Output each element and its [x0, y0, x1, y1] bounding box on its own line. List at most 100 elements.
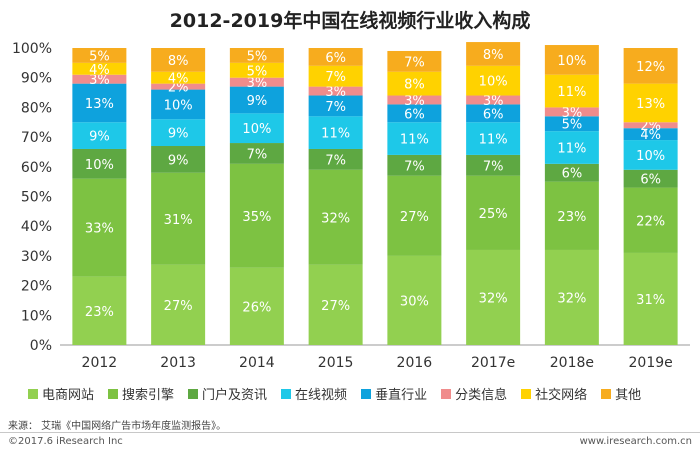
bar-segment [623, 83, 678, 123]
bar-segment [387, 175, 442, 256]
bar-segment [623, 48, 678, 84]
x-tick-label: 2019e [629, 355, 673, 371]
data-label: 3% [325, 85, 346, 100]
y-tick-label: 20% [21, 279, 52, 295]
bar-segment [72, 122, 127, 149]
bar-segment [544, 74, 599, 108]
data-label: 22% [636, 214, 665, 229]
data-label: 10% [636, 149, 665, 164]
bar-segment [72, 83, 127, 123]
data-label: 32% [321, 211, 350, 226]
bar-segment [466, 122, 521, 155]
bar-segment [229, 267, 284, 345]
data-label: 26% [242, 300, 271, 315]
data-label: 10% [85, 158, 114, 173]
data-label: 7% [483, 159, 504, 174]
legend-swatch [281, 388, 292, 399]
data-label: 9% [247, 94, 268, 109]
legend-item: 电商网站 [28, 384, 94, 403]
bar-segment [544, 45, 599, 75]
bar-segment [308, 65, 363, 87]
data-label: 32% [479, 291, 508, 306]
bar-segment [387, 154, 442, 176]
legend-swatch [108, 388, 119, 399]
bar-segment [229, 143, 284, 164]
legend-item: 其他 [601, 384, 641, 403]
bar-segment [151, 48, 206, 72]
legend-item: 搜索引擎 [108, 384, 174, 403]
data-label: 25% [479, 207, 508, 222]
data-label: 4% [168, 72, 189, 87]
bar-segment [466, 154, 521, 176]
legend-swatch [601, 388, 612, 399]
data-label: 5% [247, 64, 268, 79]
data-label: 33% [85, 222, 114, 237]
data-label: 11% [479, 133, 508, 148]
y-tick-label: 60% [21, 160, 52, 176]
data-label: 7% [404, 55, 425, 70]
y-tick-label: 100% [12, 41, 52, 57]
bar-segment [466, 104, 521, 123]
y-tick-label: 30% [21, 249, 52, 265]
legend-label: 分类信息 [455, 388, 508, 403]
data-label: 7% [325, 153, 346, 168]
legend-swatch [28, 388, 38, 399]
data-label: 27% [164, 299, 193, 314]
data-label: 27% [400, 210, 429, 225]
bar-segment [229, 113, 284, 144]
bar-segment [544, 181, 599, 250]
legend-label: 垂直行业 [375, 388, 428, 403]
bar-segment [229, 77, 284, 87]
bar-segment [544, 163, 599, 182]
bar-segment [72, 276, 127, 345]
y-tick-label: 10% [21, 308, 52, 324]
data-label: 35% [242, 210, 271, 225]
bar-segment [151, 83, 206, 90]
y-tick-label: 70% [21, 130, 52, 146]
data-label: 23% [557, 210, 586, 225]
bar-segment [151, 71, 206, 84]
bar-segment [544, 249, 599, 345]
legend-label: 电商网站 [42, 388, 95, 403]
data-label: 11% [400, 133, 429, 148]
legend-swatch [441, 388, 452, 399]
data-label: 5% [562, 118, 583, 133]
bar-segment [623, 140, 678, 170]
bar-segment [387, 50, 442, 72]
y-tick-label: 0% [30, 338, 52, 354]
bar-segment [387, 255, 442, 345]
bar-segment [72, 178, 127, 277]
y-tick-label: 90% [21, 71, 52, 87]
data-label: 5% [247, 49, 268, 64]
x-tick-label: 2015 [318, 355, 354, 371]
data-label: 8% [404, 78, 425, 93]
legend-label: 搜索引擎 [122, 388, 175, 403]
data-label: 8% [483, 48, 504, 63]
data-label: 3% [247, 76, 268, 91]
data-label: 4% [89, 63, 110, 78]
data-label: 9% [168, 127, 189, 142]
legend-label: 社交网络 [535, 388, 588, 403]
data-label: 3% [89, 73, 110, 88]
data-label: 7% [325, 100, 346, 115]
bar-segment [72, 48, 127, 63]
x-tick-label: 2016 [397, 355, 433, 371]
data-label: 6% [325, 51, 346, 66]
bar-segment [308, 48, 363, 66]
data-label: 7% [325, 70, 346, 85]
data-label: 7% [247, 147, 268, 162]
data-label: 9% [168, 153, 189, 168]
data-label: 27% [321, 299, 350, 314]
data-label: 30% [400, 294, 429, 309]
bar-segment [623, 128, 678, 141]
bar-segment [387, 95, 442, 105]
bar-segment [466, 42, 521, 66]
legend-swatch [188, 388, 199, 399]
footer-copyright: ©2017.6 iResearch Inc [8, 436, 123, 447]
bar-segment [623, 169, 678, 188]
bar-segment [466, 95, 521, 105]
bar-segment [308, 86, 363, 96]
data-label: 31% [164, 213, 193, 228]
bar-segment [229, 86, 284, 114]
y-tick-label: 40% [21, 219, 52, 235]
